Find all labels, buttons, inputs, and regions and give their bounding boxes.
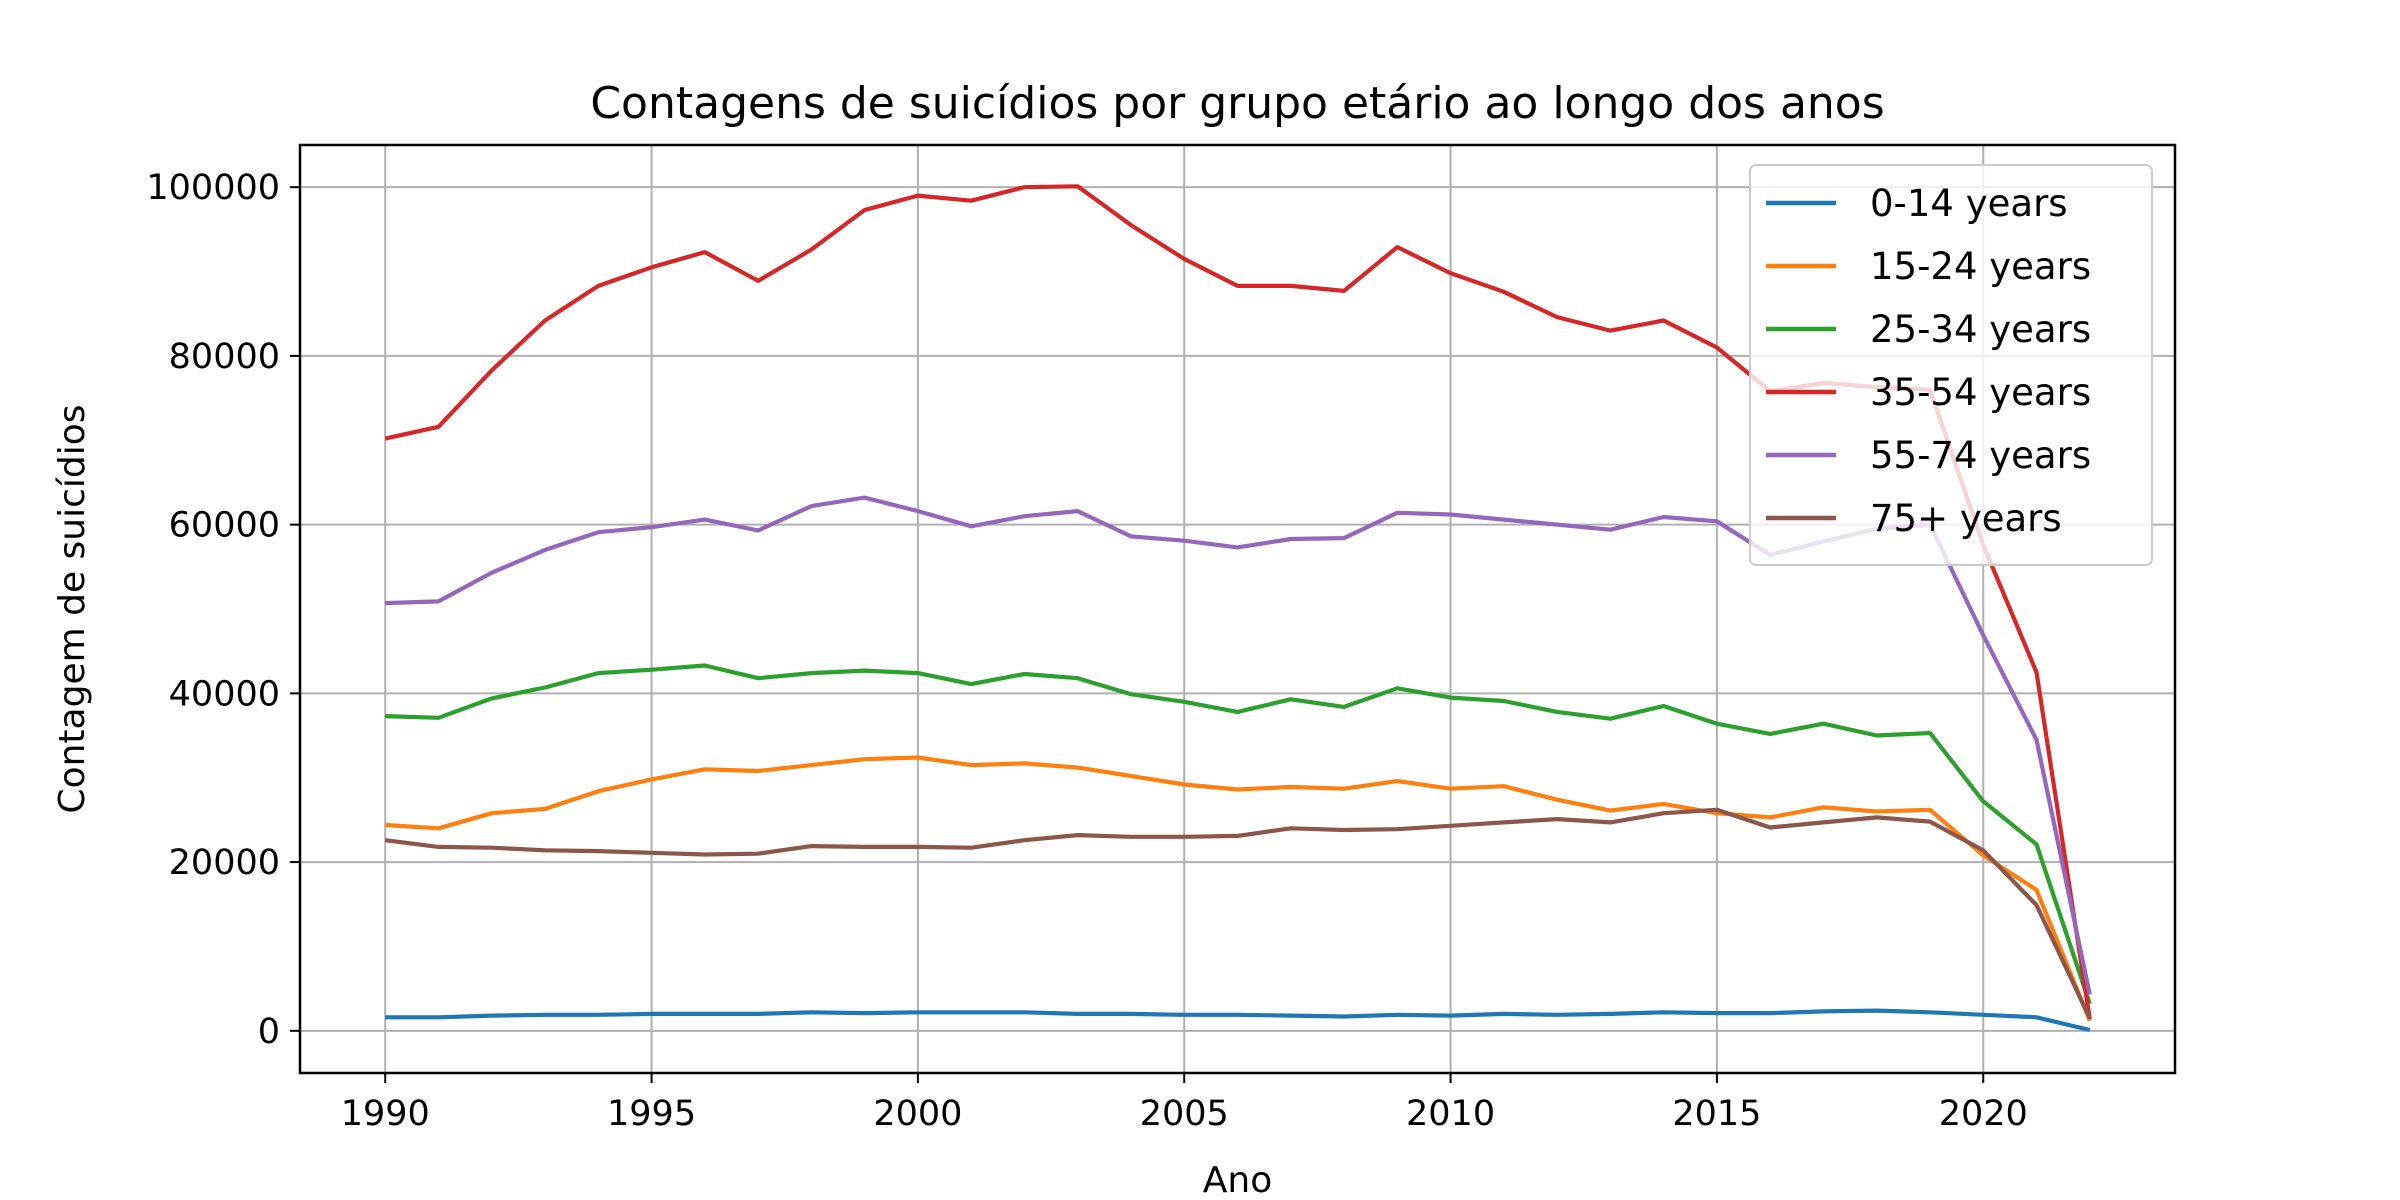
series-line-75-years <box>384 807 2092 1020</box>
y-tick-label: 0 <box>258 1012 280 1052</box>
legend: 0-14 years 15-24 years 25-34 years 35-54 ye… <box>1749 164 2153 566</box>
y-tick-label: 80000 <box>169 337 280 377</box>
legend-label: 35-54 years <box>1870 371 2091 414</box>
chart-title: Contagens de suicídios por grupo etário … <box>590 78 1884 129</box>
x-tick-label: 2005 <box>1140 1094 1229 1134</box>
legend-label: 0-14 years <box>1870 182 2068 225</box>
x-axis-label: Ano <box>1203 1160 1272 1200</box>
y-tick-label: 40000 <box>169 674 280 714</box>
x-tick-label: 2020 <box>1939 1094 2028 1134</box>
legend-label: 15-24 years <box>1870 245 2091 288</box>
legend-label: 55-74 years <box>1870 434 2091 477</box>
x-tick-label: 2010 <box>1406 1094 1495 1134</box>
y-tick-label: 20000 <box>169 843 280 883</box>
legend-box <box>1749 164 2153 566</box>
plot-frame <box>298 143 2177 1075</box>
y-tick-label: 100000 <box>146 168 280 208</box>
series-line-25-34-years <box>385 663 2092 1005</box>
x-tick-label: 2000 <box>873 1094 962 1134</box>
tick-layer: 1990 1995 2000 2005 2010 2015 2020 0 20000 40000 6… <box>146 168 2027 1134</box>
legend-label: 25-34 years <box>1870 308 2091 351</box>
y-tick-label: 60000 <box>169 506 280 546</box>
series-line-0-14-years <box>385 1008 2091 1033</box>
x-tick-label: 1995 <box>607 1094 696 1134</box>
series-line-15-24-years <box>385 755 2092 1022</box>
series-layer <box>384 184 2092 1033</box>
legend-label: 75+ years <box>1870 497 2062 540</box>
series-line-55-74-years <box>385 495 2092 995</box>
y-axis-label: Contagem de suicídios <box>52 404 93 813</box>
x-tick-label: 2015 <box>1672 1094 1761 1134</box>
x-tick-label: 1990 <box>341 1094 430 1134</box>
